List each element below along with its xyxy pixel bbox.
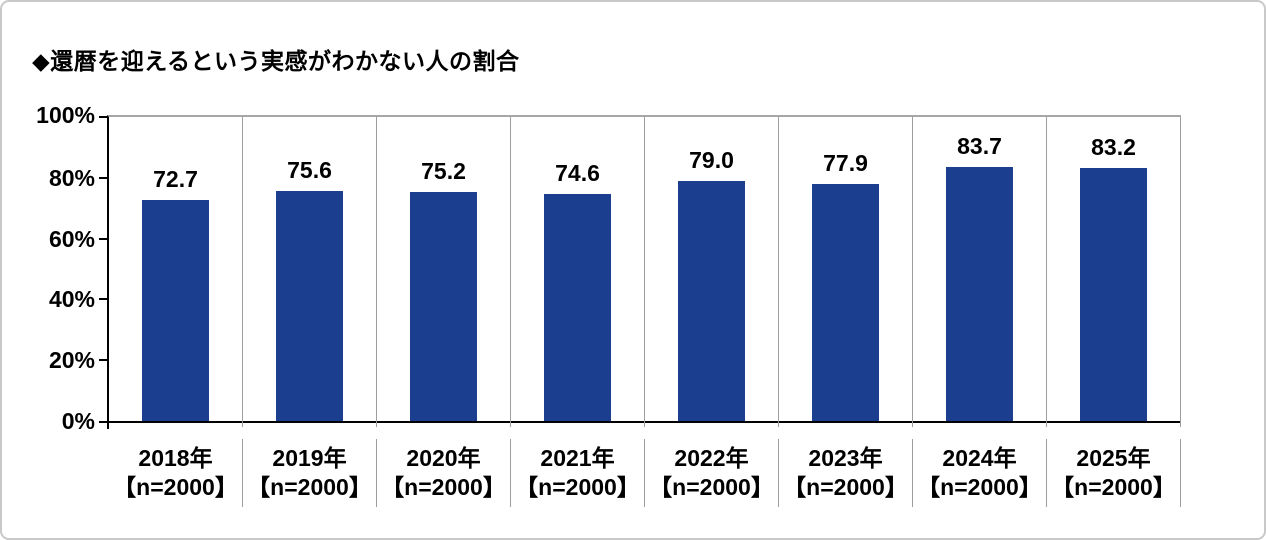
category-year: 2022年 [674, 445, 749, 471]
bar-column-2022: 79.0 [645, 117, 779, 421]
bar-column-2021: 74.6 [511, 117, 645, 421]
category-year: 2025年 [1076, 445, 1151, 471]
bar-2022 [678, 180, 745, 421]
x-axis-label-2019: 2019年 【n=2000】 [243, 439, 377, 507]
bar-2021 [544, 194, 611, 421]
bar-value-label: 75.6 [287, 157, 332, 184]
bar-2024 [946, 166, 1013, 421]
category-year: 2020年 [406, 445, 481, 471]
x-axis-label-2021: 2021年 【n=2000】 [511, 439, 645, 507]
y-axis-tick-label: 100% [36, 102, 95, 128]
category-sample-size: 【n=2000】 [649, 474, 774, 500]
x-axis-label-2018: 2018年 【n=2000】 [109, 439, 243, 507]
x-axis-label-2023: 2023年 【n=2000】 [779, 439, 913, 507]
axis-separator-stubs [109, 421, 1181, 427]
category-sample-size: 【n=2000】 [783, 474, 908, 500]
y-axis-tick-label: 40% [48, 286, 95, 313]
bar-columns: 72.7 75.6 75.2 74.6 79.0 77.9 [109, 117, 1181, 421]
chart-title: ◆還暦を迎えるという実感がわかない人の割合 [32, 48, 520, 74]
bar-value-label: 75.2 [421, 158, 466, 185]
y-axis-tick-mark [99, 176, 107, 179]
bar-column-2025: 83.2 [1047, 117, 1181, 421]
bar-value-label: 74.6 [555, 160, 600, 187]
category-sample-size: 【n=2000】 [1051, 474, 1176, 500]
category-sample-size: 【n=2000】 [247, 474, 372, 500]
category-sample-size: 【n=2000】 [113, 474, 238, 500]
bar-column-2018: 72.7 [109, 117, 243, 421]
x-axis-labels: 2018年 【n=2000】 2019年 【n=2000】 2020年 【n=2… [109, 439, 1181, 507]
bar-value-label: 83.7 [957, 132, 1002, 159]
category-year: 2021年 [540, 445, 615, 471]
x-axis-label-2020: 2020年 【n=2000】 [377, 439, 511, 507]
y-axis-tick-mark [99, 298, 107, 301]
y-axis-tick-label: 0% [61, 408, 95, 434]
y-axis-tick-mark [99, 237, 107, 240]
category-sample-size: 【n=2000】 [381, 474, 506, 500]
bar-2023 [812, 184, 879, 421]
bar-value-label: 79.0 [689, 146, 734, 173]
bar-column-2023: 77.9 [779, 117, 913, 421]
y-axis-tick-mark [99, 421, 107, 423]
bar-column-2019: 75.6 [243, 117, 377, 421]
y-axis-tick-label: 20% [48, 347, 95, 374]
plot-area: 0% 20% 40% 60% 80% 100% 72.7 75.6 75.2 [36, 104, 1181, 433]
y-axis-tick-label: 60% [48, 225, 95, 252]
bar-value-label: 72.7 [153, 166, 198, 192]
x-axis-label-2022: 2022年 【n=2000】 [645, 439, 779, 507]
y-axis-tick-mark [99, 359, 107, 362]
y-axis-tick-mark [99, 116, 107, 118]
category-year: 2018年 [138, 445, 213, 471]
category-year: 2019年 [272, 445, 347, 471]
bar-value-label: 77.9 [823, 150, 868, 177]
bar-column-2020: 75.2 [377, 117, 511, 421]
y-axis-origin-tick [107, 421, 109, 429]
bar-2020 [410, 192, 477, 421]
bar-column-2024: 83.7 [913, 117, 1047, 421]
bar-2019 [276, 191, 343, 421]
x-axis-label-2024: 2024年 【n=2000】 [913, 439, 1047, 507]
category-year: 2023年 [808, 445, 883, 471]
y-axis-tick-label: 80% [48, 164, 95, 191]
category-year: 2024年 [942, 445, 1017, 471]
bar-value-label: 83.2 [1091, 134, 1136, 161]
bar-2018 [142, 200, 209, 421]
bar-2025 [1080, 168, 1147, 421]
category-sample-size: 【n=2000】 [917, 474, 1042, 500]
x-axis-label-2025: 2025年 【n=2000】 [1047, 439, 1181, 507]
category-sample-size: 【n=2000】 [515, 474, 640, 500]
